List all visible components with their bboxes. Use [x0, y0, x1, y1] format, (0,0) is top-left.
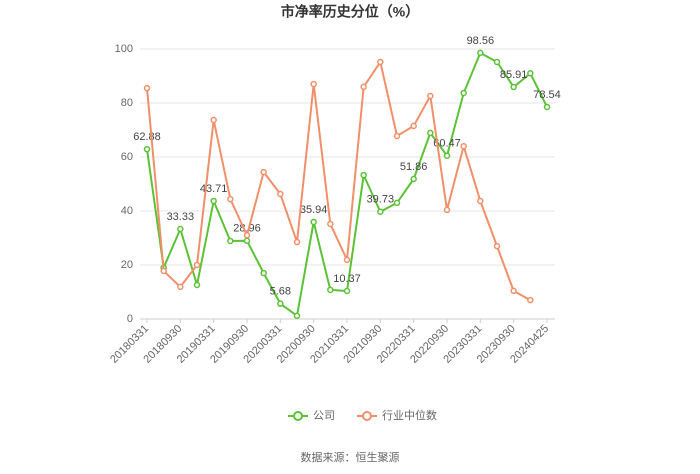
point	[410, 175, 417, 183]
point	[260, 168, 267, 176]
point	[393, 132, 401, 140]
point	[493, 242, 501, 250]
point	[343, 256, 351, 264]
legend-label: 行业中位数	[382, 408, 437, 422]
point	[343, 287, 351, 295]
point	[377, 208, 384, 215]
legend-marker	[293, 411, 303, 421]
point	[327, 220, 334, 228]
point	[327, 286, 334, 294]
point	[393, 199, 401, 207]
point	[243, 232, 251, 239]
point	[443, 206, 451, 214]
y-tick-label: 20	[121, 259, 133, 271]
point	[277, 300, 284, 307]
source: 数据来源：恒生聚源	[301, 450, 400, 464]
data-label: 35.94	[300, 204, 328, 216]
point	[177, 225, 184, 233]
data-label: 10.37	[333, 273, 361, 285]
legend-label: 公司	[313, 410, 335, 422]
point	[477, 49, 484, 57]
y-tick-label: 100	[115, 43, 133, 55]
point	[427, 129, 434, 137]
point	[143, 84, 151, 92]
data-label: 5.68	[270, 286, 291, 298]
point	[493, 58, 501, 66]
data-label: 39.73	[367, 194, 395, 206]
point	[460, 89, 467, 97]
data-label: 62.88	[133, 131, 161, 143]
point	[227, 195, 234, 203]
point	[377, 58, 384, 66]
point	[177, 283, 184, 291]
data-label: 43.71	[200, 183, 228, 195]
point	[293, 238, 301, 246]
point	[227, 237, 234, 245]
series-line	[146, 59, 531, 301]
point	[477, 197, 484, 205]
y-tick-label: 80	[121, 97, 133, 109]
point	[510, 83, 517, 91]
data-label: 51.86	[400, 161, 428, 173]
point	[543, 103, 551, 111]
point	[510, 287, 517, 295]
data-label: 85.91	[500, 69, 528, 81]
data-label: 28.96	[233, 223, 261, 235]
point	[193, 281, 201, 289]
point	[293, 312, 301, 320]
point	[427, 92, 434, 100]
data-label: 78.54	[533, 89, 561, 101]
legend-marker	[362, 411, 372, 421]
data-label: 33.33	[167, 211, 195, 223]
point	[310, 218, 317, 226]
point	[460, 142, 467, 150]
point	[210, 116, 217, 124]
point	[143, 145, 151, 153]
data-label: 98.56	[467, 35, 495, 47]
y-tick-label: 0	[127, 313, 133, 325]
point	[527, 296, 534, 304]
point	[160, 267, 167, 275]
y-tick-label: 60	[121, 151, 133, 163]
point	[443, 152, 451, 159]
y-tick-label: 40	[121, 205, 133, 217]
point	[243, 237, 251, 245]
point	[193, 261, 201, 269]
chart-title: 市净率历史分位（%）	[281, 4, 419, 20]
point	[410, 122, 417, 130]
data-label: 60.47	[433, 138, 461, 150]
point	[360, 171, 367, 179]
point	[310, 80, 317, 88]
point	[260, 269, 267, 277]
point	[360, 83, 367, 91]
point	[210, 197, 217, 205]
point	[277, 190, 284, 198]
point	[527, 70, 534, 77]
